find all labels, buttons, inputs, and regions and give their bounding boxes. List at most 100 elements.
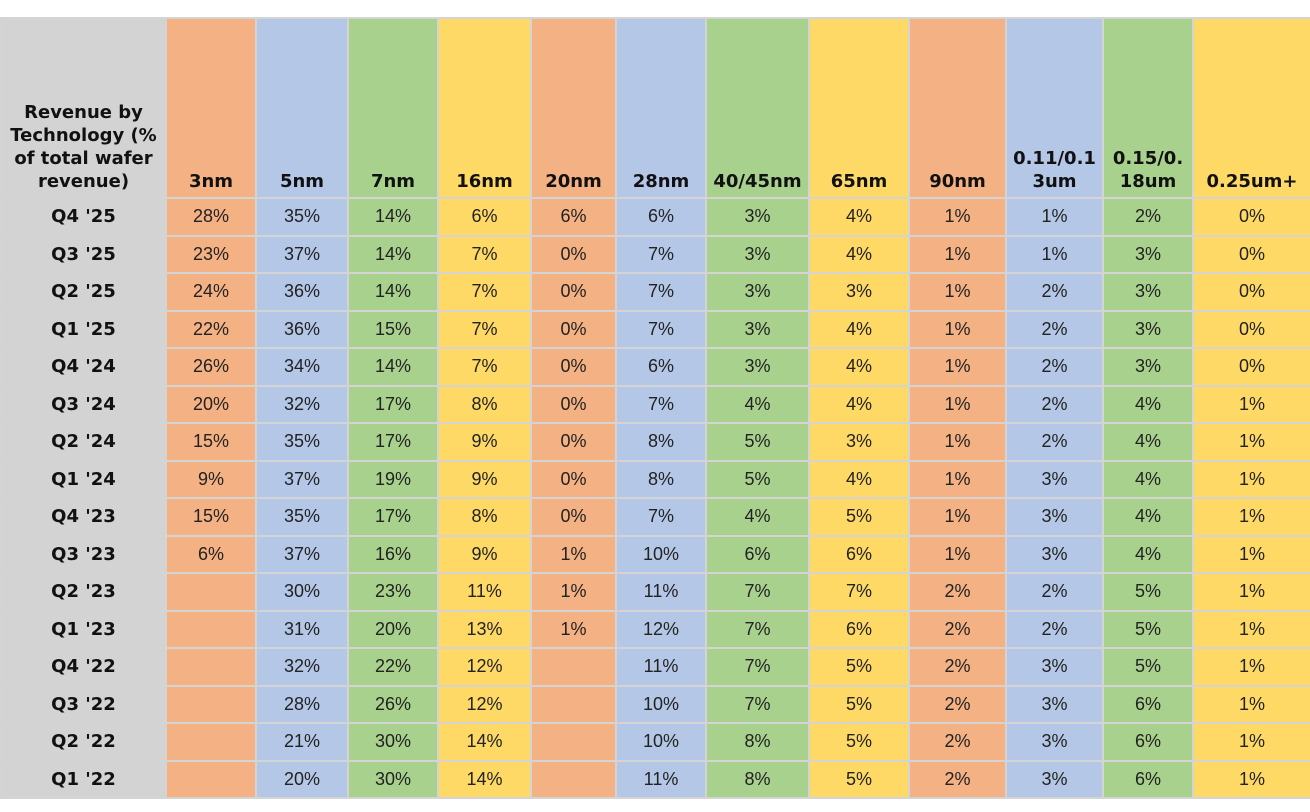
table-row: Q3 '25 23% 37% 14% 7% 0% 7% 3% 4% 1% 1% 3% 0% [0, 234, 1310, 274]
cell: 3% [705, 272, 810, 312]
cell: 23% [347, 572, 439, 612]
cell: 6% [615, 197, 707, 237]
cell: 3% [1005, 684, 1104, 724]
column-header: 7nm [347, 17, 439, 199]
cell: 1% [1192, 759, 1310, 799]
cell: 14% [437, 759, 532, 799]
cell: 34% [255, 347, 349, 387]
cell: 7% [705, 647, 810, 687]
cell: 0% [530, 459, 617, 499]
cell: 2% [1005, 272, 1104, 312]
cell: 7% [705, 609, 810, 649]
column-header: 5nm [255, 17, 349, 199]
cell: 4% [808, 459, 910, 499]
cell: 5% [705, 459, 810, 499]
cell: 4% [808, 309, 910, 349]
cell: 22% [347, 647, 439, 687]
header-label: Revenue by Technology (% of total wafer … [0, 17, 167, 199]
cell: 14% [347, 234, 439, 274]
cell: 14% [347, 347, 439, 387]
cell: 2% [1005, 572, 1104, 612]
cell: 5% [705, 422, 810, 462]
cell: 12% [615, 609, 707, 649]
cell [165, 722, 257, 762]
cell: 6% [1102, 722, 1194, 762]
cell: 8% [437, 384, 532, 424]
cell: 23% [165, 234, 257, 274]
row-label: Q3 '25 [0, 234, 167, 274]
cell: 3% [705, 234, 810, 274]
cell: 7% [615, 384, 707, 424]
cell: 6% [530, 197, 617, 237]
cell: 0% [1192, 272, 1310, 312]
cell: 26% [347, 684, 439, 724]
cell: 7% [615, 497, 707, 537]
cell: 24% [165, 272, 257, 312]
cell: 3% [705, 197, 810, 237]
cell: 11% [615, 759, 707, 799]
cell: 4% [705, 497, 810, 537]
cell: 1% [1192, 459, 1310, 499]
cell: 17% [347, 384, 439, 424]
row-label: Q4 '25 [0, 197, 167, 237]
cell: 3% [1005, 534, 1104, 574]
cell: 36% [255, 272, 349, 312]
cell: 2% [908, 647, 1007, 687]
cell: 0% [530, 422, 617, 462]
cell: 16% [347, 534, 439, 574]
cell: 8% [437, 497, 532, 537]
cell: 1% [908, 497, 1007, 537]
cell: 1% [1192, 722, 1310, 762]
cell: 11% [615, 572, 707, 612]
cell [530, 722, 617, 762]
cell: 3% [1005, 722, 1104, 762]
table-row: Q2 '24 15% 35% 17% 9% 0% 8% 5% 3% 1% 2% 4% 1% [0, 422, 1310, 462]
cell: 4% [1102, 384, 1194, 424]
cell: 1% [1192, 647, 1310, 687]
cell: 4% [808, 234, 910, 274]
cell: 30% [347, 722, 439, 762]
column-header: 0.11/0.13um [1005, 17, 1104, 199]
cell: 20% [347, 609, 439, 649]
cell: 6% [437, 197, 532, 237]
cell: 1% [530, 534, 617, 574]
cell: 1% [1192, 609, 1310, 649]
cell: 5% [808, 647, 910, 687]
cell: 17% [347, 422, 439, 462]
cell: 7% [705, 684, 810, 724]
page: Revenue by Technology (% of total wafer … [0, 17, 1310, 812]
table-row: Q4 '22 32% 22% 12% 11% 7% 5% 2% 3% 5% 1% [0, 647, 1310, 687]
cell: 15% [165, 497, 257, 537]
cell: 6% [1102, 759, 1194, 799]
cell: 1% [530, 572, 617, 612]
cell: 11% [437, 572, 532, 612]
cell: 14% [347, 272, 439, 312]
cell: 20% [255, 759, 349, 799]
cell: 1% [908, 459, 1007, 499]
cell: 31% [255, 609, 349, 649]
cell: 14% [347, 197, 439, 237]
cell: 7% [808, 572, 910, 612]
row-label: Q1 '25 [0, 309, 167, 349]
table-row: Q4 '24 26% 34% 14% 7% 0% 6% 3% 4% 1% 2% 3% 0% [0, 347, 1310, 387]
cell: 9% [165, 459, 257, 499]
cell: 3% [1005, 497, 1104, 537]
column-header: 40/45nm [705, 17, 810, 199]
cell: 1% [908, 534, 1007, 574]
cell: 11% [615, 647, 707, 687]
cell: 2% [908, 609, 1007, 649]
cell: 0% [530, 384, 617, 424]
cell: 0% [530, 309, 617, 349]
cell: 21% [255, 722, 349, 762]
cell: 3% [1005, 459, 1104, 499]
table-row: Q2 '25 24% 36% 14% 7% 0% 7% 3% 3% 1% 2% 3% 0% [0, 272, 1310, 312]
cell: 4% [705, 384, 810, 424]
cell: 30% [255, 572, 349, 612]
cell: 0% [530, 234, 617, 274]
cell: 10% [615, 722, 707, 762]
table-row: Q3 '22 28% 26% 12% 10% 7% 5% 2% 3% 6% 1% [0, 684, 1310, 724]
table-row: Q3 '24 20% 32% 17% 8% 0% 7% 4% 4% 1% 2% 4% 1% [0, 384, 1310, 424]
cell: 2% [1005, 347, 1104, 387]
cell: 1% [908, 197, 1007, 237]
column-header: 20nm [530, 17, 617, 199]
